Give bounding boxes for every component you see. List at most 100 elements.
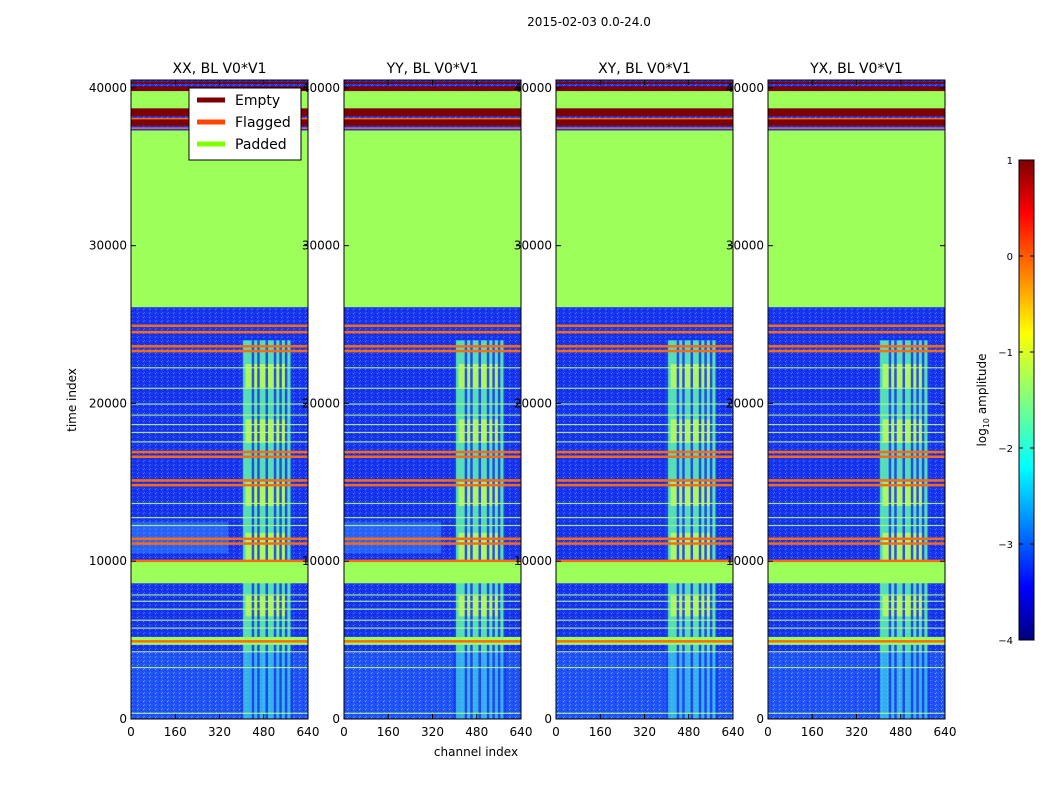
signal-gap-line (273, 340, 277, 719)
thin-line (768, 600, 945, 602)
flagged-line (344, 537, 521, 541)
thin-line (768, 627, 945, 629)
x-tick-label: 0 (764, 725, 772, 739)
thin-line (131, 619, 308, 621)
panel-heatmap (768, 80, 945, 719)
padded-region (768, 130, 945, 308)
thin-line (131, 367, 308, 369)
thin-line (768, 651, 945, 653)
y-tick-label: 20000 (89, 396, 127, 410)
y-tick-label: 40000 (514, 81, 552, 95)
signal-gap-line (916, 340, 919, 719)
thin-line (344, 608, 521, 610)
thin-line (344, 594, 521, 596)
thin-line (131, 441, 308, 443)
thin-line (768, 387, 945, 389)
y-tick-label: 40000 (726, 81, 764, 95)
flagged-line (131, 640, 308, 643)
legend-label: Flagged (235, 115, 291, 131)
x-tick-label: 160 (589, 725, 612, 739)
y-tick-label: 0 (544, 712, 552, 726)
x-tick-label: 640 (934, 725, 957, 739)
empty-band (768, 86, 945, 92)
flagged-line (768, 349, 945, 353)
signal-gap-line (902, 340, 906, 719)
thin-line (344, 367, 521, 369)
thin-line (556, 414, 733, 416)
empty-band (768, 108, 945, 117)
noise-line (556, 128, 733, 131)
flagged-line (768, 559, 945, 563)
colorbar-tick-label: −4 (998, 636, 1013, 647)
flagged-line (556, 450, 733, 454)
flagged-line (344, 542, 521, 545)
padded-region (344, 130, 521, 308)
thin-line (131, 414, 308, 416)
thin-line (344, 441, 521, 443)
x-tick-label: 320 (208, 725, 231, 739)
y-tick-label: 30000 (726, 239, 764, 253)
signal-gap-line (478, 340, 482, 719)
y-tick-label: 20000 (514, 396, 552, 410)
thin-line (768, 594, 945, 596)
thin-line (344, 502, 521, 505)
signal-gap-line (279, 340, 282, 719)
flagged-line (131, 324, 308, 328)
flagged-line (344, 117, 521, 120)
padded-top (768, 91, 945, 109)
thin-line (131, 608, 308, 610)
flagged-line (131, 345, 308, 348)
colorbar-label: log10 amplitude (975, 354, 991, 447)
thin-line (131, 423, 308, 426)
signal-gap-line (284, 340, 288, 719)
colorbar-tick-label: 0 (1007, 252, 1013, 263)
signal-gap-line (715, 340, 718, 719)
flagged-line (131, 537, 308, 541)
thin-line (768, 431, 945, 434)
thin-line (768, 712, 945, 714)
signal-gap-line (698, 340, 702, 719)
x-tick-label: 640 (297, 725, 320, 739)
panel-title: YY, BL V0*V1 (386, 61, 479, 77)
x-tick-label: 320 (845, 725, 868, 739)
y-tick-label: 20000 (726, 396, 764, 410)
colorbar-tick-label: 1 (1007, 156, 1013, 167)
colorbar-label-rest: amplitude (975, 354, 989, 418)
signal-gap-line (492, 340, 495, 719)
empty-band (556, 86, 733, 92)
flagged-line (556, 559, 733, 563)
flagged-line (344, 479, 521, 482)
thin-line (344, 627, 521, 629)
thin-line (556, 608, 733, 610)
flagged-line (131, 559, 308, 563)
x-tick-label: 320 (421, 725, 444, 739)
thin-line (556, 367, 733, 369)
y-tick-label: 0 (119, 712, 127, 726)
thin-line (131, 594, 308, 596)
y-tick-label: 10000 (726, 554, 764, 568)
signal-gap-line (251, 340, 255, 719)
x-tick-label: 160 (377, 725, 400, 739)
signal-gap-line (877, 340, 881, 719)
flagged-line (131, 542, 308, 545)
flagged-line (768, 483, 945, 487)
signal-gap-line (290, 340, 293, 719)
thin-line (556, 619, 733, 621)
thin-line (556, 403, 733, 405)
x-tick-label: 160 (164, 725, 187, 739)
panel-1: YY, BL V0*V1 0 160 320 480 640 0 10000 20000 3000… (302, 61, 533, 739)
thin-line (344, 431, 521, 434)
flagged-line (556, 537, 733, 541)
empty-band (556, 119, 733, 126)
signal-gap-line (464, 340, 468, 719)
y-tick-label: 0 (756, 712, 764, 726)
flagged-line (344, 640, 521, 643)
x-tick-label: 0 (552, 725, 560, 739)
flagged-line (556, 345, 733, 348)
x-tick-label: 480 (465, 725, 488, 739)
signal-gap-line (704, 340, 707, 719)
flagged-line (344, 559, 521, 563)
flagged-line (556, 324, 733, 328)
flagged-line (768, 450, 945, 454)
signal-gap-line (682, 340, 685, 719)
